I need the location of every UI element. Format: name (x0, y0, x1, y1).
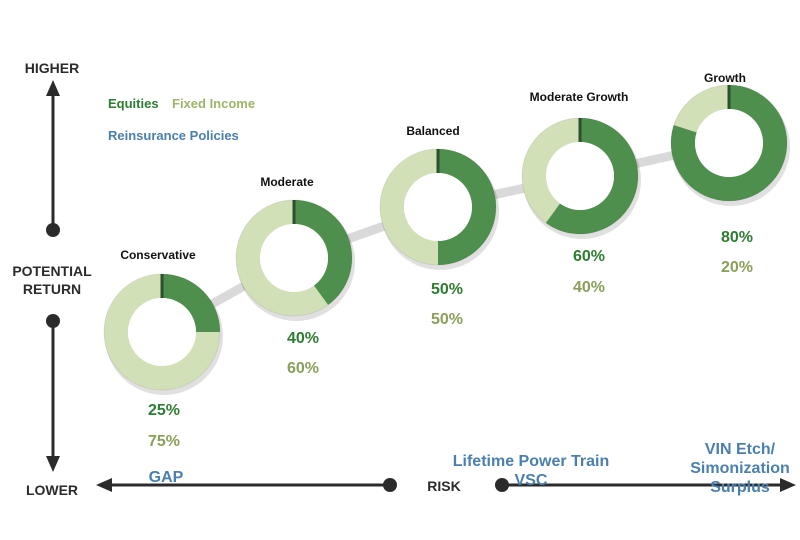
pct-equities-moderate: 40% (286, 330, 320, 347)
donut-rim-balanced (379, 148, 497, 266)
donut-rim-moderate (235, 199, 353, 317)
pct-equities-growth: 80% (720, 229, 754, 246)
donut-rim-growth (670, 84, 788, 202)
donut-title-conservative: Conservative (120, 248, 196, 262)
product-vin-line3: Surplus (710, 479, 770, 496)
product-vin-etch: VIN Etch/ Simonization Surplus (690, 440, 790, 497)
product-power-train-line1: Lifetime Power Train (452, 453, 610, 470)
down-arrow-dot (46, 314, 60, 328)
pct-fixed-income-growth: 20% (720, 259, 754, 276)
pct-equities-conservative: 25% (147, 402, 181, 419)
pct-equities-balanced: 50% (430, 281, 464, 298)
left-arrow-dot (383, 478, 397, 492)
pct-fixed-income-moderate: 60% (286, 360, 320, 377)
up-arrow-dot (46, 223, 60, 237)
pct-equities-moderate-growth: 60% (572, 248, 606, 265)
right-arrow-dot (495, 478, 509, 492)
donut-slice-equities-growth (671, 85, 787, 201)
donut-hole-moderate (260, 224, 328, 292)
donut-slice-equities-balanced (438, 149, 496, 265)
donut-slice-equities-conservative (162, 274, 220, 332)
axis-potential-return-line1: POTENTIAL (12, 263, 92, 279)
pct-fixed-income-conservative: 75% (147, 433, 181, 450)
legend-equities: Equities (108, 96, 159, 111)
pct-fixed-income-moderate-growth: 40% (572, 279, 606, 296)
donut-title-moderate: Moderate (260, 175, 314, 189)
donut-title-growth: Growth (704, 71, 746, 85)
pct-fixed-income-balanced: 50% (430, 311, 464, 328)
axis-risk-label: RISK (427, 478, 461, 494)
donut-hole-conservative (128, 298, 196, 366)
donut-slice-equities-moderate-growth (545, 118, 638, 234)
donut-slice-equities-moderate (294, 200, 352, 305)
product-power-train-line2: VSC (514, 472, 548, 489)
product-vin-line1: VIN Etch/ (704, 441, 776, 458)
donut-title-balanced: Balanced (406, 124, 460, 138)
product-gap: GAP (148, 469, 184, 486)
axis-lower-label: LOWER (25, 482, 79, 498)
donut-hole-growth (695, 109, 763, 177)
down-arrow-head (46, 456, 60, 472)
right-arrow-head (780, 478, 796, 492)
product-lifetime-power-train: Lifetime Power Train VSC (453, 452, 609, 490)
left-arrow-head (96, 478, 112, 492)
axis-potential-return-label: POTENTIAL RETURN (0, 262, 104, 298)
donut-rim-conservative (103, 273, 221, 391)
up-arrow-head (46, 80, 60, 96)
legend-fixed-income: Fixed Income (172, 96, 256, 111)
legend-reinsurance-policies: Reinsurance Policies (108, 128, 239, 143)
donut-hole-balanced (404, 173, 472, 241)
donut-rim-moderate-growth (521, 117, 639, 235)
axis-higher-label: HIGHER (24, 60, 80, 76)
donut-group (103, 84, 790, 395)
donut-title-moderate-growth: Moderate Growth (529, 90, 629, 104)
axis-potential-return-line2: RETURN (22, 281, 82, 297)
donut-hole-moderate-growth (546, 142, 614, 210)
product-vin-line2: Simonization (690, 460, 790, 477)
